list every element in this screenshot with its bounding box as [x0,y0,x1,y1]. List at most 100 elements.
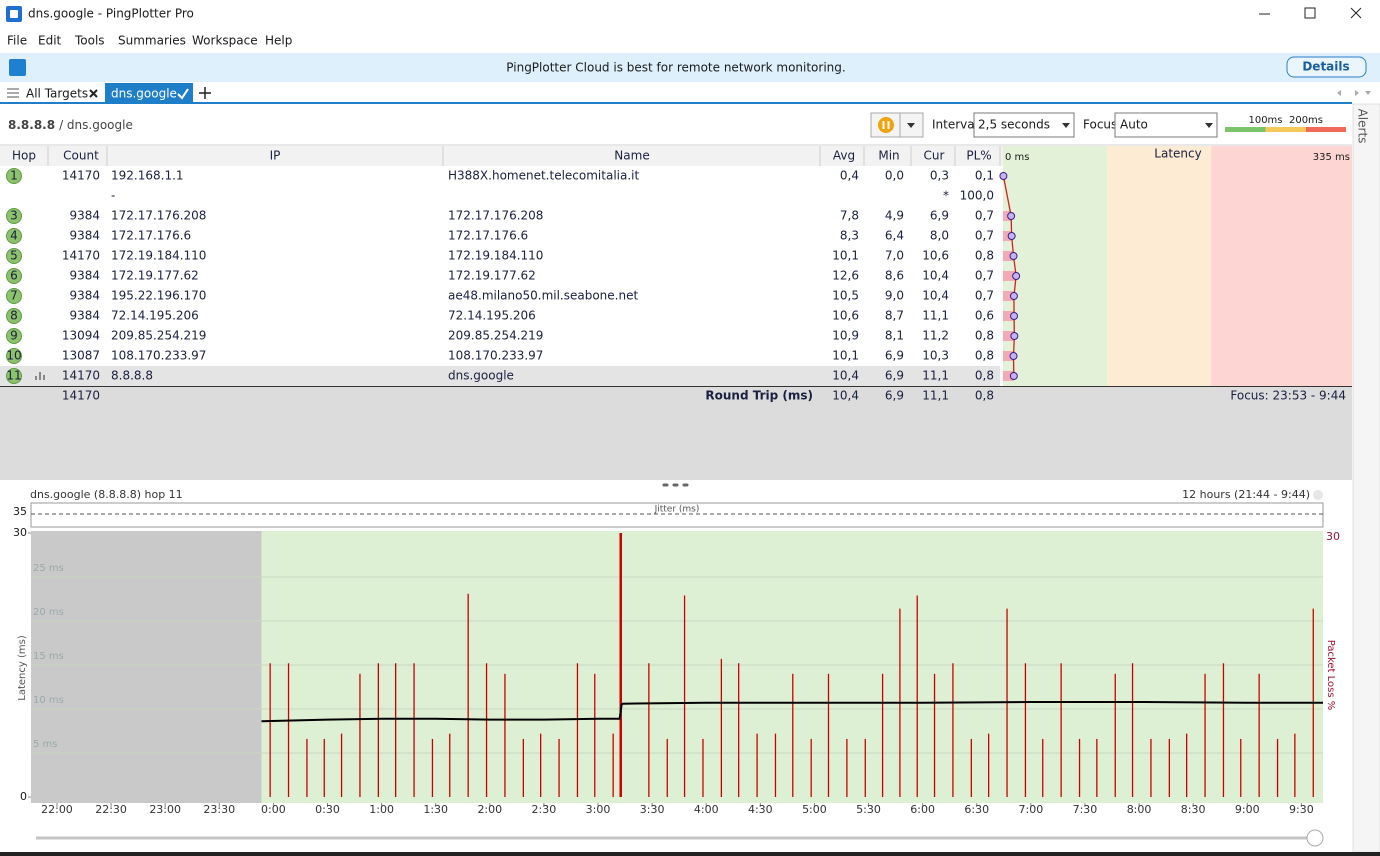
interval-value[interactable]: 2,5 seconds [978,118,1050,132]
latency-marker [1009,292,1018,300]
menu-item[interactable]: Edit [38,34,62,48]
menu-item[interactable]: Tools [74,34,105,48]
y2-tick-label: 30 [1326,530,1340,543]
x-tick-label: 0:00 [261,803,286,816]
latency-bar [1003,331,1015,341]
cell-pl: 0,8 [975,349,994,363]
cell-min: 7,0 [885,249,904,263]
column-header[interactable]: PL% [966,149,991,163]
latency-marker [1007,232,1016,240]
x-tick-label: 7:00 [1018,803,1043,816]
active-tab[interactable] [105,83,193,103]
sidebar [1352,103,1380,853]
tab-scroll[interactable] [1337,90,1371,96]
column-header[interactable]: Hop [12,149,36,163]
x-tick-label: 4:30 [748,803,773,816]
pause-button[interactable] [870,112,924,138]
cell-pl: 0,6 [975,309,994,323]
y-tick-label: 20 ms [33,607,64,618]
column-header[interactable]: Name [614,149,649,163]
x-tick-label: 1:30 [423,803,448,816]
pause-icon [878,117,894,133]
focus-select[interactable] [1114,112,1218,138]
latency-legend: 100ms 200ms [1225,115,1346,132]
column-header[interactable]: IP [270,149,281,163]
cell-avg: 10,4 [832,369,859,383]
row-graph-icon[interactable] [35,372,45,380]
x-tick-label: 3:00 [586,803,611,816]
jitter-tick-label: 35 [13,505,27,518]
cell-min: 4,9 [885,209,904,223]
x-tick-label: 22:00 [41,803,73,816]
cell-count: 9384 [69,269,100,283]
details-button-label[interactable]: Details [1302,60,1349,74]
range-toggle[interactable] [1313,490,1323,500]
hop-badge [6,248,22,264]
cell-cur: 11,1 [922,309,949,323]
latency-marker [1009,352,1018,360]
menu-item[interactable]: Help [265,34,292,48]
tab-label[interactable]: All Targets [26,87,88,101]
cell-ip: 108.170.233.97 [111,349,206,363]
cell-ip: 172.17.176.208 [111,209,206,223]
summary-area [0,386,1352,480]
interval-select[interactable] [973,112,1075,138]
x-tick-label: 5:30 [856,803,881,816]
cell-name: 172.17.176.6 [448,229,528,243]
cell-cur: 10,4 [922,289,949,303]
focus-value[interactable]: Auto [1120,118,1148,132]
cell-cur: 10,6 [922,249,949,263]
menu-item[interactable]: File [7,34,27,48]
cell-cur: 11,2 [922,329,949,343]
dropdown-arrow[interactable] [907,123,915,128]
cell-avg: 8,3 [840,229,859,243]
latency-marker [1009,252,1018,260]
cell-pl: 0,8 [975,329,994,343]
graph-range[interactable]: 12 hours (21:44 - 9:44) [1182,488,1310,501]
summary-avg: 10,4 [832,389,859,403]
x-tick-label: 23:00 [149,803,181,816]
menu-item[interactable]: Summaries [118,34,186,48]
taskbar-edge [0,852,1380,856]
hop-badge [6,168,22,184]
close-button[interactable] [1350,7,1362,19]
cell-min: 9,0 [885,289,904,303]
cell-name: 209.85.254.219 [448,329,543,343]
active-tab-label[interactable]: dns.google [111,87,177,101]
cell-pl: 0,7 [975,269,994,283]
cell-ip: 72.14.195.206 [111,309,199,323]
no-data-area [31,531,262,803]
latency-marker [1010,312,1019,320]
cell-name: dns.google [448,369,514,383]
latency-zone [1211,146,1352,386]
column-header[interactable]: Count [63,149,99,163]
add-tab[interactable] [199,87,211,99]
column-header[interactable]: Cur [924,149,945,163]
legend-band [1225,127,1266,132]
cell-ip: 192.168.1.1 [111,169,184,183]
cell-count: 13087 [62,349,100,363]
cell-avg: 10,5 [832,289,859,303]
latency-marker [1007,212,1016,220]
cell-cur: 10,4 [922,269,949,283]
tabs-menu-icon[interactable] [7,88,19,98]
tab-close[interactable] [89,89,98,98]
menu-item[interactable]: Workspace [192,34,258,48]
alerts-tab[interactable]: Alerts [1356,109,1370,144]
cell-cur: * [943,189,949,203]
x-tick-label: 2:00 [477,803,502,816]
cell-pl: 0,8 [975,249,994,263]
column-header[interactable]: Avg [833,149,855,163]
hop-number: 11 [6,369,21,383]
latency-marker [1010,332,1019,340]
cell-min: 8,7 [885,309,904,323]
x-tick-label: 23:30 [203,803,235,816]
maximize-button[interactable] [1304,7,1316,19]
hop-table: Hop Count IP Name Avg Min Cur PL% Latency 0 ms 335… [0,146,1352,480]
details-button[interactable] [1286,56,1367,78]
cell-name: 72.14.195.206 [448,309,536,323]
column-header[interactable]: Min [878,149,899,163]
time-slider-knob[interactable] [1306,829,1324,847]
latency-zone [1107,146,1212,386]
